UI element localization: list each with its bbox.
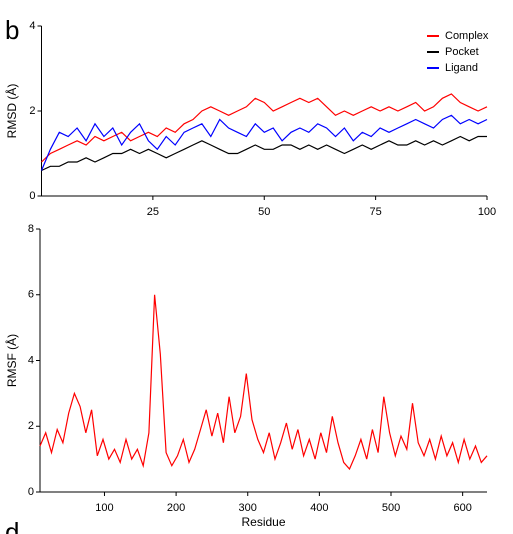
panel-label: b — [5, 15, 19, 45]
x-tick-label: 600 — [453, 502, 471, 514]
x-axis-label: Residue — [241, 515, 285, 529]
panel-label: d — [5, 517, 19, 534]
x-tick-label: 200 — [167, 502, 185, 514]
x-tick-label: 50 — [258, 206, 270, 218]
y-axis-label: RMSD (Å) — [4, 84, 19, 139]
x-tick-label: 25 — [147, 206, 159, 218]
y-tick-label: 2 — [29, 105, 35, 117]
y-tick-label: 8 — [28, 223, 34, 235]
series-line — [41, 135, 487, 172]
legend-label: Pocket — [445, 46, 479, 58]
x-tick-label: 400 — [310, 502, 328, 514]
x-tick-label: 500 — [382, 502, 400, 514]
y-tick-label: 0 — [28, 486, 34, 498]
y-tick-label: 2 — [28, 420, 34, 432]
series-line — [39, 294, 488, 471]
y-tick-label: 0 — [29, 190, 35, 202]
y-tick-label: 6 — [28, 289, 34, 301]
x-tick-label: 75 — [370, 206, 382, 218]
series-line — [41, 93, 488, 163]
x-tick-label: 100 — [478, 206, 496, 218]
y-tick-label: 4 — [29, 20, 35, 32]
y-tick-label: 4 — [28, 354, 34, 366]
legend-label: Ligand — [445, 62, 478, 74]
y-axis-label: RMSF (Å) — [4, 334, 19, 387]
x-tick-label: 100 — [95, 502, 113, 514]
x-tick-label: 300 — [239, 502, 257, 514]
legend-label: Complex — [445, 30, 489, 42]
series-line — [40, 114, 488, 171]
